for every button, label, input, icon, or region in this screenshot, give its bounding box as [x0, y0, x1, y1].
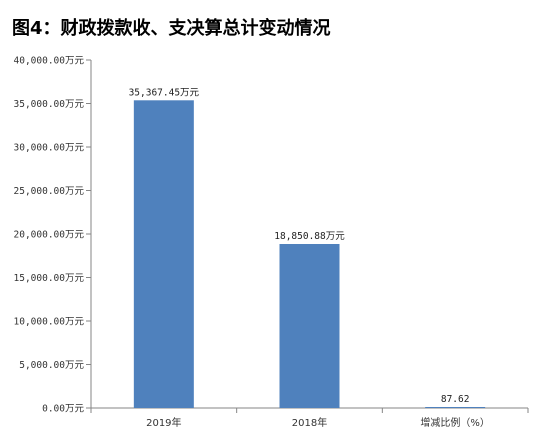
bar-2 [279, 243, 340, 408]
x-category-label: 增减比例（%） [420, 416, 490, 429]
data-label-2: 18,850.88万元 [274, 231, 345, 242]
y-tick-label: 30,000.00万元 [14, 143, 85, 154]
y-axis-ticks: 0.00万元 5,000.00万元 10,000.00万元 15,000.00万元 20… [14, 56, 91, 415]
y-tick-label: 10,000.00万元 [14, 317, 85, 328]
y-tick-label: 0.00万元 [42, 404, 84, 415]
bar-3 [425, 407, 486, 408]
data-label-1: 35,367.45万元 [129, 87, 200, 98]
chart-title: 图4：财政拨款收、支决算总计变动情况 [12, 17, 331, 39]
data-label-3: 87.62 [441, 394, 470, 405]
y-tick-label: 25,000.00万元 [14, 186, 85, 197]
y-tick-label: 40,000.00万元 [14, 56, 85, 67]
data-labels: 35,367.45万元 18,850.88万元 87.62 [129, 87, 470, 405]
x-category-label: 2019年 [146, 416, 181, 429]
bar-1 [133, 100, 194, 408]
x-category-label: 2018年 [292, 416, 327, 429]
bar-series [133, 100, 486, 408]
y-tick-label: 20,000.00万元 [14, 230, 85, 241]
y-tick-label: 5,000.00万元 [19, 360, 84, 371]
x-axis-categories: 2019年 2018年 增减比例（%） [90, 408, 529, 429]
y-tick-label: 35,000.00万元 [14, 99, 85, 110]
y-tick-label: 15,000.00万元 [14, 273, 85, 284]
